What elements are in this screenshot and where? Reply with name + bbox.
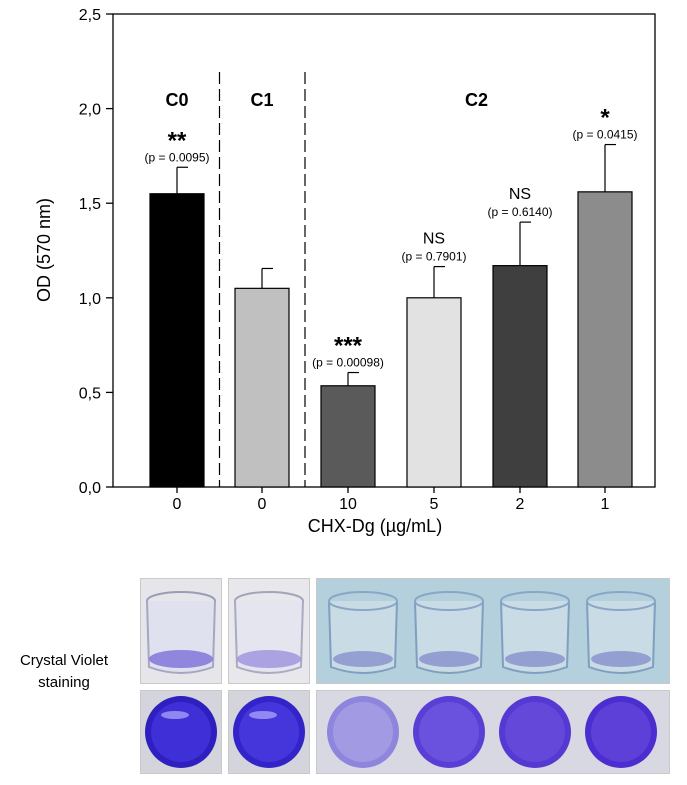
bar (406, 297, 462, 488)
well-photo-c0-side (140, 578, 222, 684)
y-tick-label: 1,0 (79, 291, 101, 308)
bar (320, 385, 376, 488)
y-tick-label: 0,0 (79, 480, 101, 497)
x-tick-label: 10 (339, 496, 357, 513)
y-tick-label: 0,5 (79, 385, 101, 402)
significance-label: NS (423, 231, 445, 248)
p-value-label: (p = 0.7901) (401, 250, 466, 264)
bars (149, 143, 633, 488)
bar (234, 287, 290, 488)
group-label: C1 (250, 90, 273, 110)
p-value-label: (p = 0.00098) (312, 356, 384, 370)
bar (492, 265, 548, 488)
p-value-label: (p = 0.6140) (487, 205, 552, 219)
x-tick-label: 1 (601, 496, 610, 513)
significance-label: * (600, 105, 610, 132)
photos-label: Crystal Violet staining (19, 652, 109, 691)
significance-label: NS (509, 186, 531, 203)
x-tick-label: 2 (516, 496, 525, 513)
significance-label: *** (334, 333, 363, 360)
y-tick-label: 1,5 (79, 196, 101, 213)
bar-chart: 0,00,51,01,52,02,5 0 0 10 5 2 1 (p = 0.0095)*… (34, 7, 656, 536)
plot-frame (112, 13, 656, 488)
y-tick-label: 2,5 (79, 7, 101, 24)
x-tick-label: 0 (173, 496, 182, 513)
bar (577, 191, 633, 488)
well-photo-c2-top (316, 690, 670, 774)
x-tick-label: 0 (258, 496, 267, 513)
y-axis-label: OD (570 nm) (34, 198, 54, 302)
group-label: C2 (465, 90, 488, 110)
x-axis: 0 0 10 5 2 1 (173, 487, 610, 513)
well-photo-c1-top (228, 690, 310, 774)
p-value-label: (p = 0.0095) (144, 150, 209, 164)
well-photo-c0-top (140, 690, 222, 774)
annotations: (p = 0.0095)** (p = 0.00098)*** (p = 0.790… (144, 72, 638, 487)
group-label: C0 (165, 90, 188, 110)
well-photo-c1-side (228, 578, 310, 684)
p-value-label: (p = 0.0415) (572, 128, 637, 142)
x-axis-label: CHX-Dg (µg/mL) (308, 516, 442, 536)
y-tick-label: 2,0 (79, 102, 101, 119)
x-tick-label: 5 (430, 496, 439, 513)
y-axis: 0,0 0,5 1,0 1,5 2,0 2,5 (79, 7, 656, 497)
well-photo-c2-side (316, 578, 670, 684)
significance-label: ** (168, 127, 187, 154)
bar (149, 193, 205, 488)
